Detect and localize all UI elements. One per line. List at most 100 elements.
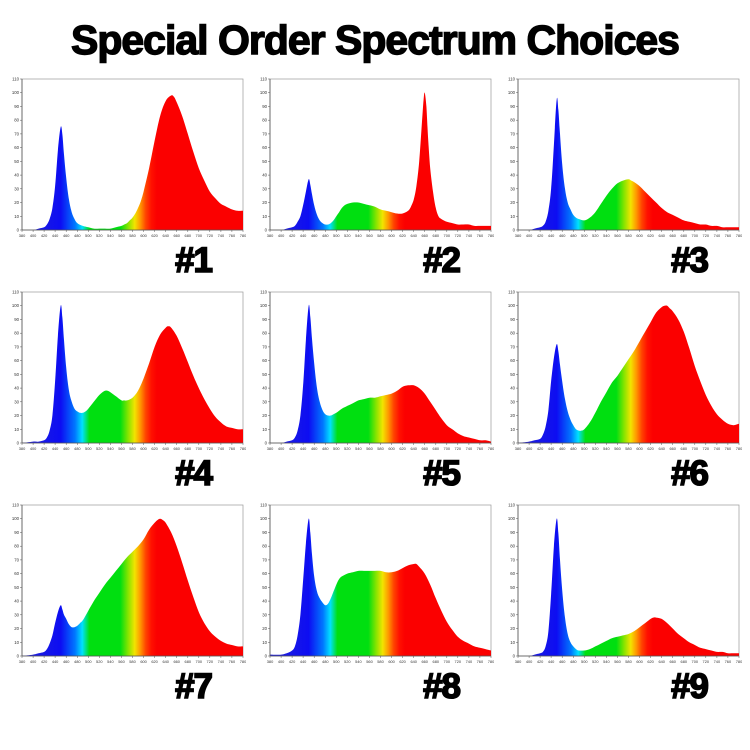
svg-text:480: 480 [74,659,81,664]
svg-text:420: 420 [537,233,544,238]
svg-text:600: 600 [388,659,395,664]
svg-text:480: 480 [74,446,81,451]
svg-text:700: 700 [196,233,203,238]
svg-text:540: 540 [107,446,114,451]
svg-text:90: 90 [14,317,19,322]
svg-text:680: 680 [185,233,192,238]
svg-text:680: 680 [433,233,440,238]
svg-text:100: 100 [508,303,516,308]
svg-text:70: 70 [262,131,267,136]
svg-text:10: 10 [262,639,267,644]
page-title: Special Order Spectrum Choices [70,16,680,63]
svg-text:20: 20 [262,626,267,631]
svg-text:700: 700 [692,233,699,238]
svg-text:720: 720 [207,233,214,238]
svg-text:720: 720 [207,446,214,451]
svg-text:580: 580 [377,659,384,664]
svg-text:760: 760 [229,659,236,664]
svg-text:60: 60 [14,358,19,363]
svg-text:640: 640 [658,659,665,664]
svg-text:560: 560 [118,446,125,451]
svg-text:70: 70 [14,344,19,349]
spectrum-chart-5: 0 10 20 30 40 50 60 70 80 90 100 110 380 400 420 440 460… [256,287,494,455]
svg-text:540: 540 [355,233,362,238]
svg-text:500: 500 [85,233,92,238]
svg-text:660: 660 [669,446,676,451]
spectrum-svg: 0 10 20 30 40 50 60 70 80 90 100 110 380 400 420 440 460… [508,289,742,451]
svg-text:440: 440 [548,233,555,238]
svg-text:30: 30 [262,399,267,404]
svg-text:580: 580 [625,233,632,238]
svg-text:540: 540 [107,233,114,238]
svg-text:720: 720 [703,446,710,451]
svg-text:480: 480 [570,659,577,664]
svg-text:440: 440 [300,446,307,451]
svg-text:400: 400 [278,446,285,451]
svg-text:50: 50 [14,584,19,589]
spectrum-svg: 0 10 20 30 40 50 60 70 80 90 100 110 380 400 420 440 460… [12,502,246,664]
svg-text:540: 540 [603,659,610,664]
svg-text:620: 620 [399,446,406,451]
svg-text:0: 0 [513,227,516,232]
chart-cell-5: 0 10 20 30 40 50 60 70 80 90 100 110 380 400 420 440 460… [256,287,494,497]
svg-text:70: 70 [510,344,515,349]
svg-text:600: 600 [388,446,395,451]
svg-text:740: 740 [218,233,225,238]
svg-text:380: 380 [267,233,274,238]
svg-text:640: 640 [410,446,417,451]
svg-text:70: 70 [510,131,515,136]
spectrum-chart-8: 0 10 20 30 40 50 60 70 80 90 100 110 380 400 420 440 460… [256,500,494,668]
svg-text:600: 600 [636,659,643,664]
spectrum-chart-9: 0 10 20 30 40 50 60 70 80 90 100 110 380 400 420 440 460… [504,500,742,668]
svg-text:680: 680 [681,659,688,664]
svg-text:440: 440 [52,659,59,664]
svg-text:480: 480 [322,659,329,664]
svg-text:60: 60 [262,571,267,576]
svg-text:620: 620 [399,659,406,664]
chart-number-label-8: #8 [422,666,462,706]
svg-text:480: 480 [322,446,329,451]
chart-number-label-9: #9 [670,666,710,706]
chart-number-label-1: #1 [174,240,214,280]
svg-text:110: 110 [12,76,19,81]
svg-text:40: 40 [510,385,515,390]
svg-text:700: 700 [692,446,699,451]
spectrum-svg: 0 10 20 30 40 50 60 70 80 90 100 110 380 400 420 440 460… [508,502,742,664]
svg-text:30: 30 [262,612,267,617]
chart-number-label-2: #2 [422,240,462,280]
svg-text:700: 700 [444,659,451,664]
svg-text:500: 500 [581,233,588,238]
svg-text:560: 560 [118,233,125,238]
svg-text:640: 640 [658,233,665,238]
svg-text:70: 70 [14,131,19,136]
svg-text:620: 620 [647,659,654,664]
spectrum-svg: 0 10 20 30 40 50 60 70 80 90 100 110 380 400 420 440 460… [260,289,494,451]
svg-text:420: 420 [289,233,296,238]
svg-text:420: 420 [537,659,544,664]
svg-text:10: 10 [510,426,515,431]
svg-text:540: 540 [603,233,610,238]
svg-text:680: 680 [185,659,192,664]
svg-text:100: 100 [260,90,268,95]
svg-text:500: 500 [333,659,340,664]
svg-text:60: 60 [14,145,19,150]
svg-text:0: 0 [265,227,268,232]
spectrum-chart-2: 0 10 20 30 40 50 60 70 80 90 100 110 380 400 420 440 460… [256,74,494,242]
chart-cell-8: 0 10 20 30 40 50 60 70 80 90 100 110 380 400 420 440 460… [256,500,494,710]
svg-text:680: 680 [185,446,192,451]
svg-text:100: 100 [260,516,268,521]
svg-text:50: 50 [510,584,515,589]
chart-cell-4: 0 10 20 30 40 50 60 70 80 90 100 110 380 400 420 440 460… [8,287,246,497]
svg-text:90: 90 [14,104,19,109]
svg-text:420: 420 [537,446,544,451]
svg-text:760: 760 [725,233,732,238]
chart-cell-6: 0 10 20 30 40 50 60 70 80 90 100 110 380 400 420 440 460… [504,287,742,497]
svg-text:380: 380 [19,233,26,238]
svg-text:20: 20 [510,413,515,418]
svg-text:580: 580 [377,446,384,451]
svg-text:90: 90 [262,530,267,535]
svg-text:100: 100 [508,516,516,521]
svg-text:580: 580 [129,446,136,451]
spectrum-chart-6: 0 10 20 30 40 50 60 70 80 90 100 110 380 400 420 440 460… [504,287,742,455]
